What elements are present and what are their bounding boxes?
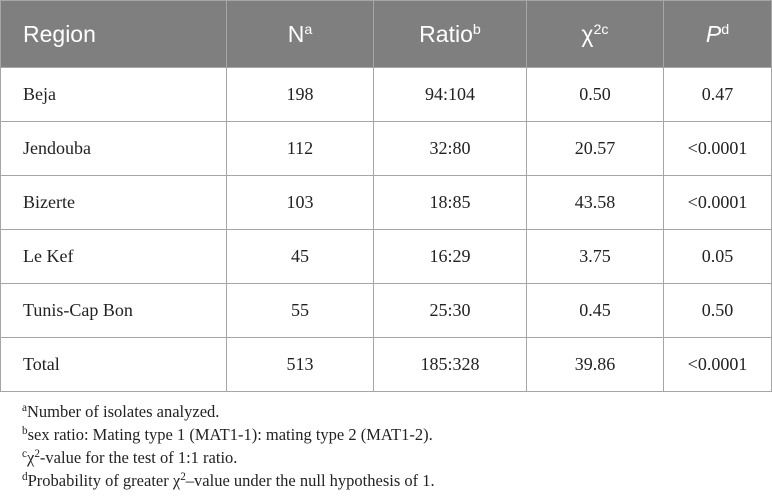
table-cell: 18:85: [373, 175, 527, 230]
table-cell: Tunis-Cap Bon: [0, 283, 227, 338]
header-text: Ratio: [419, 20, 473, 47]
footnote: dProbability of greater χ2–value under t…: [22, 469, 772, 492]
data-table: Region Na Ratiob χ2c Pd Beja 198 94:104 0.50 0.4…: [0, 0, 772, 392]
table-cell: 39.86: [526, 337, 664, 392]
table-cell: 103: [226, 175, 374, 230]
table-cell: Le Kef: [0, 229, 227, 284]
header-text: Region: [23, 20, 96, 47]
footnote-text: -value for the test of 1:1 ratio.: [39, 448, 238, 467]
table-cell: 0.47: [663, 67, 772, 122]
table-cell: <0.0001: [663, 337, 772, 392]
footnote: cχ2-value for the test of 1:1 ratio.: [22, 446, 772, 469]
table-cell: 32:80: [373, 121, 527, 176]
header-cell: Region: [0, 0, 227, 68]
table-cell: 185:328: [373, 337, 527, 392]
header-superscript: d: [721, 21, 730, 38]
footnote-superscript: 2: [180, 470, 186, 483]
table-cell: Bizerte: [0, 175, 227, 230]
table-cell: 45: [226, 229, 374, 284]
table-cell: 0.50: [663, 283, 772, 338]
table-cell: <0.0001: [663, 121, 772, 176]
table-row: Total 513 185:328 39.86 <0.0001: [0, 337, 772, 392]
header-text: χ: [581, 20, 594, 47]
table-cell: Total: [0, 337, 227, 392]
table-cell: Beja: [0, 67, 227, 122]
table-cell: Jendouba: [0, 121, 227, 176]
footnote-superscript: b: [22, 424, 28, 437]
footnote-text: Number of isolates analyzed.: [26, 402, 220, 421]
footnote-superscript: a: [22, 401, 27, 414]
header-text: N: [287, 20, 305, 47]
footnotes: aNumber of isolates analyzed. bsex ratio:…: [0, 400, 772, 492]
table-cell: 25:30: [373, 283, 527, 338]
header-cell: Pd: [663, 0, 772, 68]
header-text: P: [705, 20, 722, 47]
table-cell: 20.57: [526, 121, 664, 176]
footnote-text: sex ratio: Mating type 1 (MAT1-1): matin…: [27, 425, 433, 444]
footnote-superscript: 2: [34, 447, 40, 460]
table-cell: 55: [226, 283, 374, 338]
table-cell: 43.58: [526, 175, 664, 230]
header-superscript: 2c: [593, 21, 609, 38]
footnote-superscript: d: [22, 470, 28, 483]
table-cell: 513: [226, 337, 374, 392]
header-cell: χ2c: [526, 0, 664, 68]
footnote-superscript: c: [22, 447, 27, 460]
table-row: Bizerte 103 18:85 43.58 <0.0001: [0, 175, 772, 230]
table-cell: <0.0001: [663, 175, 772, 230]
header-row: Region Na Ratiob χ2c Pd: [0, 0, 772, 68]
table-row: Le Kef 45 16:29 3.75 0.05: [0, 229, 772, 284]
footnote: aNumber of isolates analyzed.: [22, 400, 772, 423]
table-body: Beja 198 94:104 0.50 0.47 Jendouba 112 32:80 20.…: [0, 67, 772, 392]
header-cell: Ratiob: [373, 0, 527, 68]
table-row: Jendouba 112 32:80 20.57 <0.0001: [0, 121, 772, 176]
table-row: Tunis-Cap Bon 55 25:30 0.45 0.50: [0, 283, 772, 338]
table-cell: 16:29: [373, 229, 527, 284]
footnote-text: χ: [26, 448, 35, 467]
footnote-text: Probability of greater χ: [27, 471, 181, 490]
table-cell: 0.05: [663, 229, 772, 284]
footnote: bsex ratio: Mating type 1 (MAT1-1): mati…: [22, 423, 772, 446]
table-cell: 0.50: [526, 67, 664, 122]
table-cell: 94:104: [373, 67, 527, 122]
table-row: Beja 198 94:104 0.50 0.47: [0, 67, 772, 122]
footnote-text: –value under the null hypothesis of 1.: [185, 471, 435, 490]
header-superscript: b: [472, 21, 481, 38]
table-cell: 0.45: [526, 283, 664, 338]
table-cell: 3.75: [526, 229, 664, 284]
table-cell: 198: [226, 67, 374, 122]
header-cell: Na: [226, 0, 374, 68]
header-superscript: a: [304, 21, 313, 38]
table-cell: 112: [226, 121, 374, 176]
